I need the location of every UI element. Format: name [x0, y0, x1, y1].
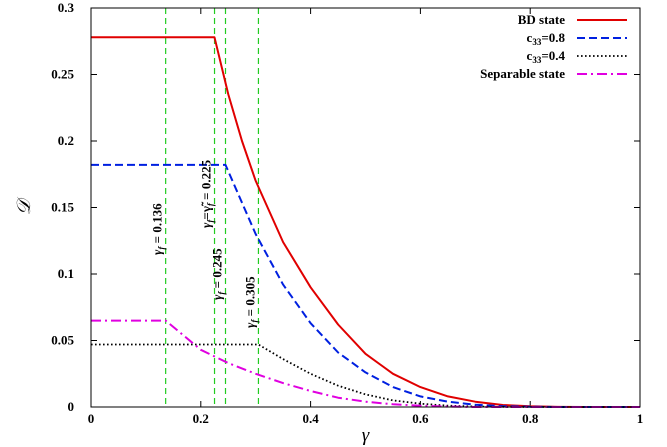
series-line-1	[91, 163, 640, 408]
x-tick-label: 1	[637, 411, 644, 426]
annotation-sub: f	[206, 219, 216, 223]
y-axis-label: 𝒟	[14, 196, 35, 215]
x-tick-label: 0	[88, 411, 95, 426]
x-tick-label: 0.4	[302, 411, 319, 426]
gamma-f-annotation: γf=γ̃f = 0.225	[199, 159, 216, 228]
vertical-guide-lines	[165, 8, 260, 407]
y-tick-label: 0.1	[58, 266, 74, 281]
y-tick-label: 0.3	[58, 0, 75, 15]
y-tick-label: 0.15	[51, 200, 74, 215]
annotation-greek: γ	[210, 294, 225, 300]
data-series	[91, 36, 640, 408]
annotation-sub: f	[217, 291, 227, 295]
y-tick-label: 0	[68, 399, 75, 414]
series-line-0	[91, 36, 640, 408]
plot-frame	[90, 7, 641, 408]
gamma-f-annotation: γf = 0.245	[210, 248, 227, 300]
y-tick-label: 0.25	[51, 67, 74, 82]
x-axis-ticks: 0 0.2 0.4 0.6 0.8 1	[88, 8, 644, 426]
series-line-3	[91, 319, 640, 408]
annotation-sub: f	[249, 319, 259, 323]
legend-label: Separable state	[480, 66, 565, 81]
annotation-value2: = 0.225	[199, 159, 214, 203]
y-axis-ticks: 0 0.05 0.1 0.15 0.2 0.25 0.3	[51, 0, 640, 414]
annotation-greek: γ	[199, 222, 214, 228]
annotation-value: = 0.305	[242, 276, 257, 320]
x-axis-label: γ	[362, 425, 370, 446]
annotation-sub2: f	[206, 202, 216, 206]
legend-label: c33=0.8	[527, 30, 566, 47]
annotation-greek: γ	[150, 249, 165, 255]
x-tick-label: 0.6	[412, 411, 429, 426]
y-tick-label: 0.2	[58, 133, 74, 148]
x-tick-label: 0.2	[193, 411, 209, 426]
y-tick-label: 0.05	[51, 333, 74, 348]
gamma-f-annotation: γf = 0.305	[242, 276, 259, 328]
annotation-sub: f	[157, 246, 167, 250]
x-tick-label: 0.8	[522, 411, 539, 426]
legend-label: c33=0.4	[527, 48, 566, 65]
annotation-value: = 0.136	[150, 203, 165, 247]
legend-label: BD state	[518, 12, 566, 27]
annotation-value: = 0.245	[210, 248, 225, 292]
annotation-greek: γ	[242, 322, 257, 328]
gamma-f-annotation: γf = 0.136	[150, 203, 167, 255]
